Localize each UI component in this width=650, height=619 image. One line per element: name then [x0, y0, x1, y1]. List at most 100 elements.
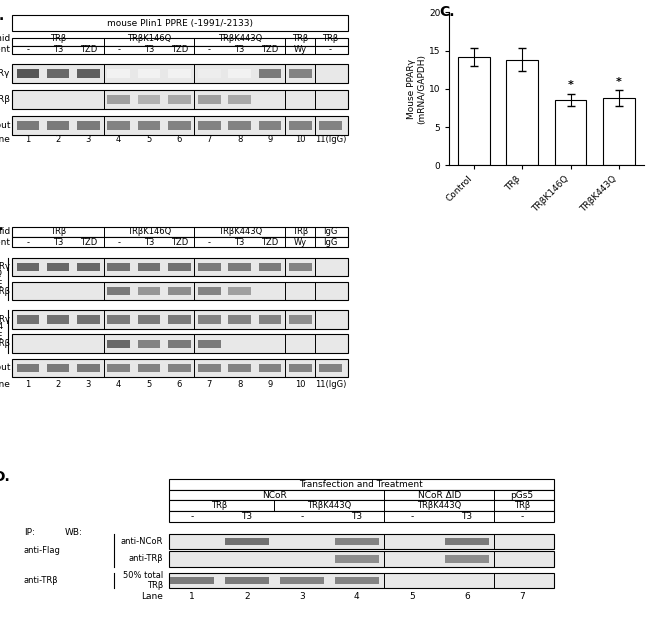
- Text: 10% input: 10% input: [0, 363, 10, 373]
- Bar: [555, 100, 586, 165]
- Text: 10% Input: 10% Input: [0, 121, 10, 130]
- Text: 4: 4: [116, 135, 122, 144]
- Text: TRβ: TRβ: [211, 501, 227, 511]
- Bar: [12, 15, 348, 31]
- Text: -: -: [117, 45, 120, 54]
- Bar: [77, 263, 99, 271]
- Text: 50% total
TRβ: 50% total TRβ: [123, 571, 163, 591]
- Bar: [228, 287, 251, 295]
- Bar: [259, 316, 281, 324]
- Bar: [168, 478, 554, 490]
- Bar: [225, 577, 269, 584]
- Bar: [12, 38, 348, 46]
- Text: T3: T3: [241, 513, 252, 521]
- Text: Transfection and Treatment: Transfection and Treatment: [299, 480, 423, 489]
- Bar: [107, 95, 130, 104]
- Text: 5: 5: [146, 381, 151, 389]
- Text: TRβK443Q: TRβK443Q: [218, 34, 262, 43]
- Bar: [228, 263, 251, 271]
- Bar: [107, 263, 130, 271]
- Bar: [225, 538, 269, 545]
- Text: -: -: [208, 238, 211, 246]
- Bar: [259, 121, 281, 130]
- Bar: [259, 263, 281, 271]
- Bar: [12, 282, 348, 300]
- Bar: [319, 364, 342, 372]
- Bar: [168, 534, 554, 549]
- Text: T3: T3: [351, 513, 363, 521]
- Text: 10: 10: [295, 135, 306, 144]
- Bar: [228, 95, 251, 104]
- Bar: [168, 511, 554, 522]
- Bar: [16, 263, 39, 271]
- Bar: [47, 121, 70, 130]
- Text: ab-PPARγ: ab-PPARγ: [0, 69, 10, 78]
- Text: 8: 8: [237, 381, 242, 389]
- Bar: [12, 46, 348, 54]
- Bar: [458, 57, 489, 165]
- Text: T3: T3: [235, 238, 245, 246]
- Text: -: -: [27, 238, 29, 246]
- Text: -: -: [190, 513, 194, 521]
- Bar: [107, 364, 130, 372]
- Text: 6: 6: [177, 135, 182, 144]
- Bar: [198, 263, 221, 271]
- Text: TRβ: TRβ: [50, 227, 66, 236]
- Bar: [168, 490, 554, 500]
- Bar: [138, 364, 161, 372]
- Text: Lane: Lane: [0, 135, 10, 144]
- Bar: [198, 287, 221, 295]
- Bar: [198, 364, 221, 372]
- Bar: [107, 69, 130, 78]
- Bar: [198, 121, 221, 130]
- Text: 11(IgG): 11(IgG): [315, 135, 346, 144]
- Text: -: -: [329, 45, 332, 54]
- Bar: [289, 121, 311, 130]
- Text: -: -: [520, 513, 523, 521]
- Text: TRβ: TRβ: [292, 34, 308, 43]
- Bar: [603, 98, 634, 165]
- Text: TRβ: TRβ: [50, 34, 66, 43]
- Text: Wy: Wy: [294, 238, 307, 246]
- Text: 3: 3: [86, 381, 91, 389]
- Text: IP:: IP:: [24, 529, 34, 537]
- Text: anti-TRβ: anti-TRβ: [24, 576, 58, 585]
- Bar: [16, 121, 39, 130]
- Text: ab-TRβ: ab-TRβ: [0, 339, 11, 348]
- Text: T3: T3: [462, 513, 473, 521]
- Bar: [335, 555, 379, 563]
- Text: TRβK443Q: TRβK443Q: [218, 227, 262, 236]
- Bar: [16, 364, 39, 372]
- Bar: [138, 263, 161, 271]
- Bar: [228, 364, 251, 372]
- Text: -: -: [410, 513, 413, 521]
- Text: T3: T3: [53, 45, 63, 54]
- Text: ab-PAPRγ: ab-PAPRγ: [0, 262, 11, 272]
- Text: 4: 4: [116, 381, 122, 389]
- Bar: [228, 316, 251, 324]
- Bar: [16, 69, 39, 78]
- Text: Fabp4
PPRE: Fabp4 PPRE: [0, 322, 3, 341]
- Text: NCoR: NCoR: [262, 491, 287, 500]
- Bar: [77, 364, 99, 372]
- Text: Lane: Lane: [0, 381, 10, 389]
- Text: 9: 9: [267, 381, 272, 389]
- Text: TZD: TZD: [80, 45, 97, 54]
- Bar: [168, 95, 190, 104]
- Text: Lane: Lane: [141, 592, 163, 601]
- Bar: [12, 334, 348, 353]
- Bar: [138, 95, 161, 104]
- Text: D.: D.: [0, 470, 10, 484]
- Bar: [259, 69, 281, 78]
- Bar: [168, 263, 190, 271]
- Text: mouse Plin1 PPRE (-1991/-2133): mouse Plin1 PPRE (-1991/-2133): [107, 19, 253, 28]
- Text: T3: T3: [144, 238, 154, 246]
- Bar: [12, 64, 348, 83]
- Text: B.: B.: [0, 219, 5, 233]
- Text: WB:: WB:: [64, 529, 83, 537]
- Text: TZD: TZD: [80, 238, 97, 246]
- Text: pGs5: pGs5: [510, 491, 534, 500]
- Text: 10: 10: [295, 381, 306, 389]
- Bar: [445, 555, 489, 563]
- Bar: [289, 364, 311, 372]
